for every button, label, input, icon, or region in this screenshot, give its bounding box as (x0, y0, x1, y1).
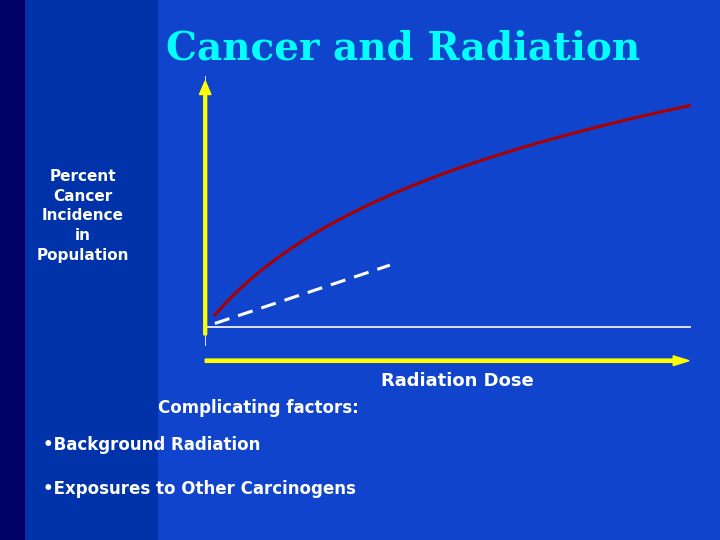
Text: Complicating factors:: Complicating factors: (158, 399, 359, 417)
Bar (0, 0, 158, 540)
Text: •Background Radiation: •Background Radiation (43, 436, 261, 455)
Text: Radiation Dose: Radiation Dose (381, 372, 534, 390)
Text: Cancer and Radiation: Cancer and Radiation (166, 30, 640, 68)
Text: Percent
Cancer
Incidence
in
Population: Percent Cancer Incidence in Population (37, 169, 129, 263)
Bar (0, 0, 25, 540)
Text: •Exposures to Other Carcinogens: •Exposures to Other Carcinogens (43, 480, 356, 498)
